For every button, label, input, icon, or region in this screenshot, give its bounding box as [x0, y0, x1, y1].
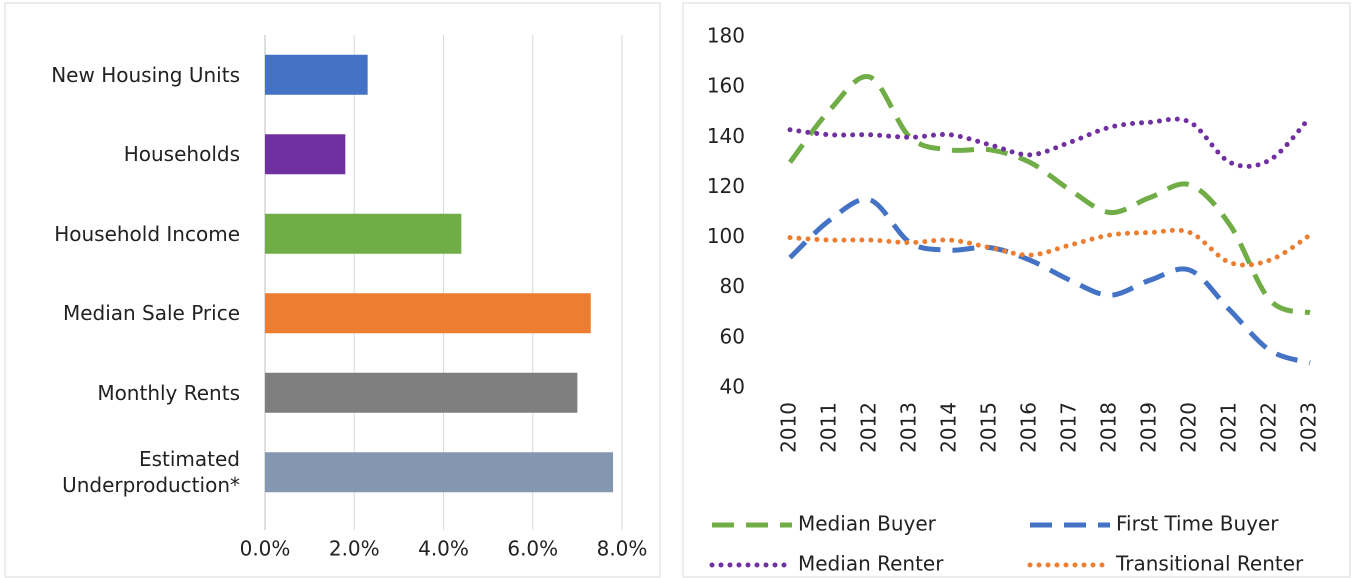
x-tick-label: 2015	[977, 402, 1001, 453]
bar	[265, 293, 591, 334]
category-label: Households	[123, 142, 240, 167]
y-tick-label: 140	[707, 124, 745, 148]
left-panel	[4, 2, 661, 578]
y-tick-label: 60	[720, 324, 745, 348]
x-tick-label: 2022	[1257, 402, 1281, 453]
y-tick-label: 100	[707, 224, 745, 248]
y-tick-label: 80	[720, 274, 745, 298]
x-tick-label: 2010	[777, 402, 801, 453]
series-line	[788, 196, 1311, 366]
y-tick-label: 180	[707, 24, 745, 48]
series-line	[787, 114, 1313, 169]
x-tick-label: 2017	[1057, 402, 1081, 453]
series-line	[787, 227, 1313, 268]
category-label: Household Income	[54, 221, 240, 246]
legend-label: Transitional Renter	[1115, 552, 1304, 576]
bar	[265, 213, 462, 254]
y-tick-label: 40	[720, 375, 745, 399]
x-tick-label: 2021	[1217, 402, 1241, 453]
legend-label: Median Renter	[798, 552, 944, 576]
bar	[265, 452, 614, 493]
x-tick-label: 2019	[1137, 402, 1161, 453]
x-tick-label: 2013	[897, 402, 921, 453]
x-tick-label: 2020	[1177, 402, 1201, 453]
x-tick-label: 2023	[1297, 402, 1321, 453]
bar	[265, 134, 346, 175]
x-tick-label: 2011	[817, 402, 841, 453]
x-tick-label: 2014	[937, 402, 961, 453]
category-label: New Housing Units	[51, 62, 240, 87]
y-tick-label: 120	[707, 174, 745, 198]
right-panel	[682, 2, 1351, 578]
bar	[265, 372, 578, 413]
bar	[265, 54, 368, 95]
x-tick-label: 2018	[1097, 402, 1121, 453]
x-tick-label: 2.0%	[329, 537, 380, 561]
y-tick-label: 160	[707, 74, 745, 98]
series-line	[788, 74, 1311, 316]
category-label: Estimated Underproduction*	[62, 447, 240, 498]
x-tick-label: 2016	[1017, 402, 1041, 453]
x-tick-label: 6.0%	[507, 537, 558, 561]
legend-label: Median Buyer	[798, 512, 937, 536]
category-label: Monthly Rents	[97, 380, 240, 405]
x-tick-label: 0.0%	[240, 537, 291, 561]
x-tick-label: 2012	[857, 402, 881, 453]
x-tick-label: 4.0%	[418, 537, 469, 561]
x-tick-label: 8.0%	[597, 537, 648, 561]
category-label: Median Sale Price	[62, 301, 240, 326]
legend-label: First Time Buyer	[1116, 512, 1279, 536]
